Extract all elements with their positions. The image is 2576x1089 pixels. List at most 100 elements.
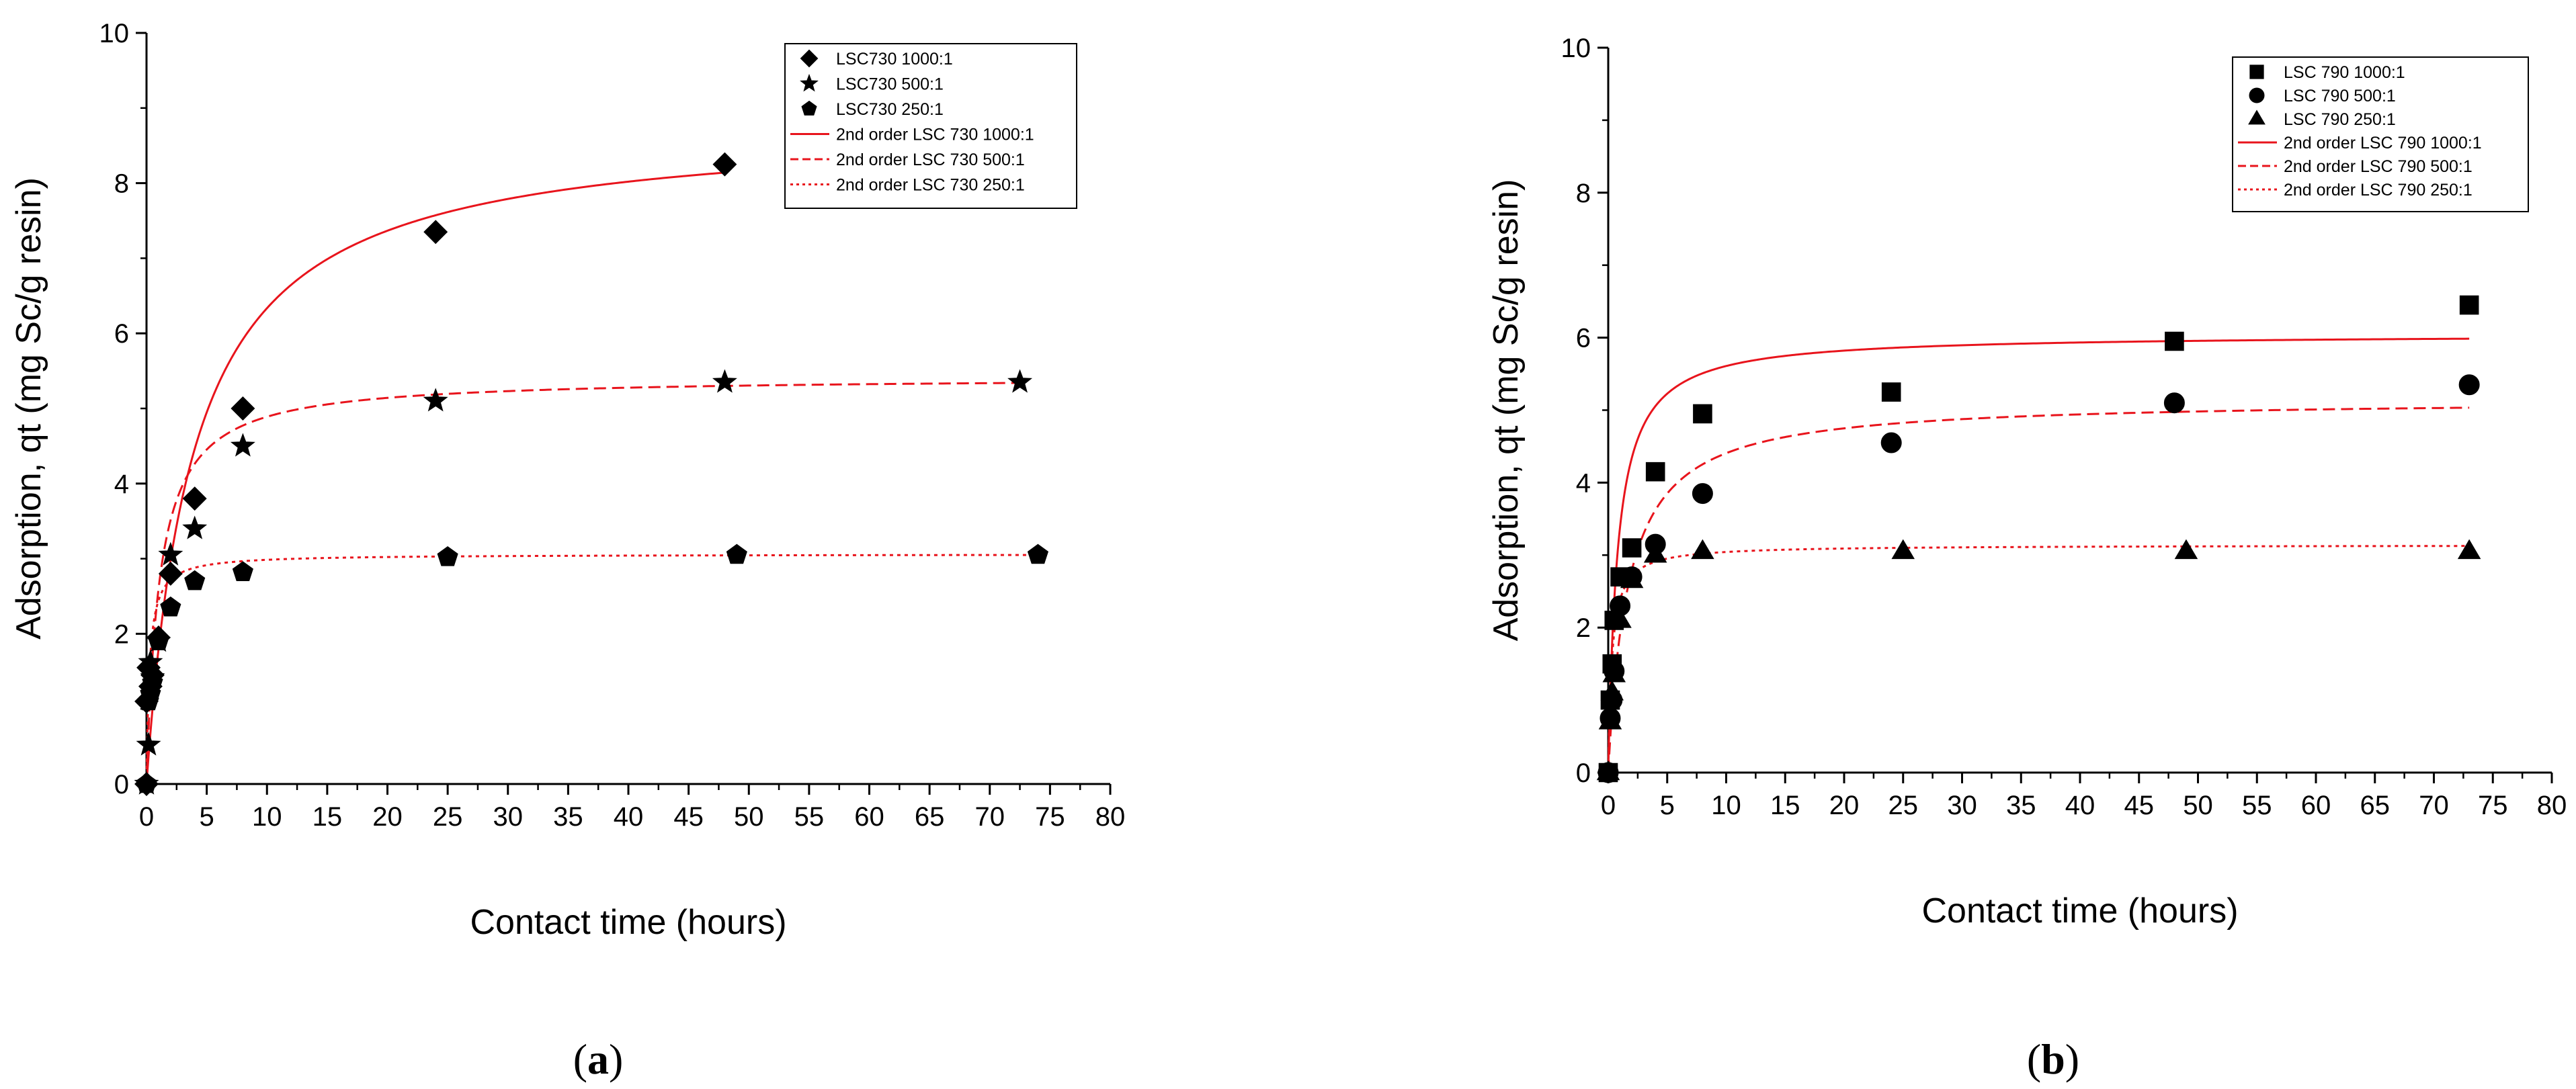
data-point-pentagon bbox=[232, 561, 253, 581]
legend-label: LSC730 500:1 bbox=[836, 75, 944, 94]
data-point-square bbox=[1881, 382, 1901, 402]
x-tick-label: 10 bbox=[252, 802, 282, 832]
legend-box bbox=[2232, 56, 2529, 212]
legend-marker-circle bbox=[2249, 87, 2265, 103]
x-tick-label: 35 bbox=[2006, 791, 2036, 820]
y-tick-label: 2 bbox=[114, 619, 129, 649]
y-tick-label: 10 bbox=[1561, 34, 1591, 63]
data-point-star bbox=[1007, 369, 1033, 393]
legend-marker-star bbox=[800, 73, 819, 92]
fit-curve-2nd-order-lsc-730-500-1 bbox=[145, 382, 1020, 785]
data-point-pentagon bbox=[437, 546, 458, 566]
x-tick-label: 30 bbox=[493, 802, 524, 832]
data-point-triangle bbox=[1691, 539, 1714, 560]
x-tick-label: 35 bbox=[553, 802, 583, 832]
x-tick-label: 15 bbox=[1770, 791, 1800, 820]
y-tick-label: 0 bbox=[114, 770, 129, 799]
data-point-star bbox=[182, 515, 208, 539]
data-point-circle bbox=[1610, 595, 1631, 617]
x-tick-label: 5 bbox=[1660, 791, 1675, 820]
x-tick-label: 45 bbox=[2124, 791, 2155, 820]
y-tick-label: 0 bbox=[1576, 758, 1591, 788]
legend-marker-diamond bbox=[800, 49, 819, 68]
legend-label: LSC730 250:1 bbox=[836, 100, 944, 119]
y-axis-label: Adsorption, qt (mg Sc/g resin) bbox=[1487, 179, 1526, 642]
x-tick-label: 40 bbox=[2065, 791, 2095, 820]
data-point-circle bbox=[1692, 483, 1713, 505]
legend-label: 2nd order LSC 790 500:1 bbox=[2284, 157, 2473, 176]
legend-box bbox=[784, 43, 1077, 209]
x-tick-label: 55 bbox=[794, 802, 825, 832]
data-point-pentagon bbox=[726, 543, 747, 564]
x-axis-label: Contact time (hours) bbox=[470, 903, 786, 942]
fit-curve-2nd-order-lsc-790-1000-1 bbox=[1607, 337, 2470, 773]
legend: LSC730 1000:1 LSC730 500:1 LSC730 250:1 2nd… bbox=[784, 43, 1077, 209]
x-tick-label: 50 bbox=[2183, 791, 2213, 820]
data-point-star bbox=[158, 541, 183, 566]
y-tick-label: 2 bbox=[1576, 613, 1591, 643]
x-tick-label: 50 bbox=[734, 802, 764, 832]
data-point-diamond bbox=[712, 152, 737, 177]
x-tick-label: 80 bbox=[2537, 791, 2567, 820]
data-point-pentagon bbox=[160, 596, 181, 617]
y-tick-label: 4 bbox=[114, 470, 129, 499]
x-tick-label: 70 bbox=[975, 802, 1005, 832]
x-tick-label: 0 bbox=[1601, 791, 1616, 820]
fit-curve-2nd-order-lsc-790-250-1 bbox=[1607, 545, 2470, 773]
data-point-square bbox=[1622, 538, 1642, 558]
x-tick-label: 45 bbox=[673, 802, 704, 832]
caption-letter: b bbox=[2041, 1035, 2065, 1083]
x-tick-label: 70 bbox=[2419, 791, 2449, 820]
x-tick-label: 65 bbox=[915, 802, 945, 832]
x-tick-label: 25 bbox=[1888, 791, 1919, 820]
data-point-square bbox=[1693, 404, 1712, 424]
fit-curve-2nd-order-lsc-790-500-1 bbox=[1607, 406, 2470, 773]
data-point-square bbox=[1645, 462, 1665, 482]
y-axis-label: Adsorption, qt (mg Sc/g resin) bbox=[9, 177, 48, 640]
y-tick-label: 8 bbox=[114, 169, 129, 199]
data-point-pentagon bbox=[148, 630, 169, 650]
data-point-star bbox=[712, 369, 737, 393]
x-tick-label: 75 bbox=[2478, 791, 2508, 820]
x-tick-label: 65 bbox=[2360, 791, 2391, 820]
data-point-triangle bbox=[2174, 539, 2198, 560]
data-point-triangle bbox=[1620, 568, 1644, 589]
y-tick-label: 4 bbox=[1576, 468, 1591, 498]
panel-caption: (a) bbox=[573, 1035, 624, 1083]
data-point-triangle bbox=[1891, 539, 1915, 560]
x-tick-label: 60 bbox=[854, 802, 884, 832]
data-point-diamond bbox=[158, 562, 183, 586]
data-point-star bbox=[138, 649, 163, 673]
panel-caption: (b) bbox=[2027, 1035, 2079, 1083]
x-tick-label: 20 bbox=[372, 802, 403, 832]
legend-label: 2nd order LSC 790 250:1 bbox=[2284, 181, 2473, 200]
data-point-triangle bbox=[1600, 681, 1624, 701]
caption-paren-close: ) bbox=[609, 1035, 623, 1083]
chart-panel-b: 0 5 10 15 20 25 30 35 40 45 50 55 60 65 70 75 80 0 2 4 6 8 10 C… bbox=[1487, 34, 2567, 1083]
legend-label: LSC 790 1000:1 bbox=[2284, 63, 2405, 82]
data-point-circle bbox=[1880, 432, 1902, 453]
x-tick-label: 20 bbox=[1829, 791, 1860, 820]
data-point-diamond bbox=[423, 220, 448, 245]
data-point-diamond bbox=[231, 396, 255, 421]
legend-label: 2nd order LSC 730 250:1 bbox=[836, 176, 1025, 195]
legend-marker-pentagon bbox=[801, 100, 817, 116]
x-tick-label: 60 bbox=[2301, 791, 2331, 820]
x-tick-label: 10 bbox=[1711, 791, 1741, 820]
y-tick-label: 6 bbox=[1576, 324, 1591, 353]
x-axis-label: Contact time (hours) bbox=[1921, 891, 2238, 930]
fit-curve-2nd-order-lsc-730-1000-1 bbox=[145, 171, 725, 785]
data-point-triangle bbox=[1608, 608, 1632, 628]
caption-paren-open: ( bbox=[573, 1035, 587, 1083]
data-point-pentagon bbox=[136, 773, 157, 793]
data-point-star bbox=[230, 433, 255, 457]
caption-paren-open: ( bbox=[2027, 1035, 2041, 1083]
data-point-star bbox=[136, 732, 161, 756]
data-point-diamond bbox=[182, 486, 207, 511]
data-point-circle bbox=[2458, 374, 2480, 396]
x-tick-label: 40 bbox=[614, 802, 644, 832]
x-tick-label: 30 bbox=[1947, 791, 1977, 820]
data-point-triangle bbox=[1596, 760, 1620, 781]
caption-paren-close: ) bbox=[2065, 1035, 2079, 1083]
